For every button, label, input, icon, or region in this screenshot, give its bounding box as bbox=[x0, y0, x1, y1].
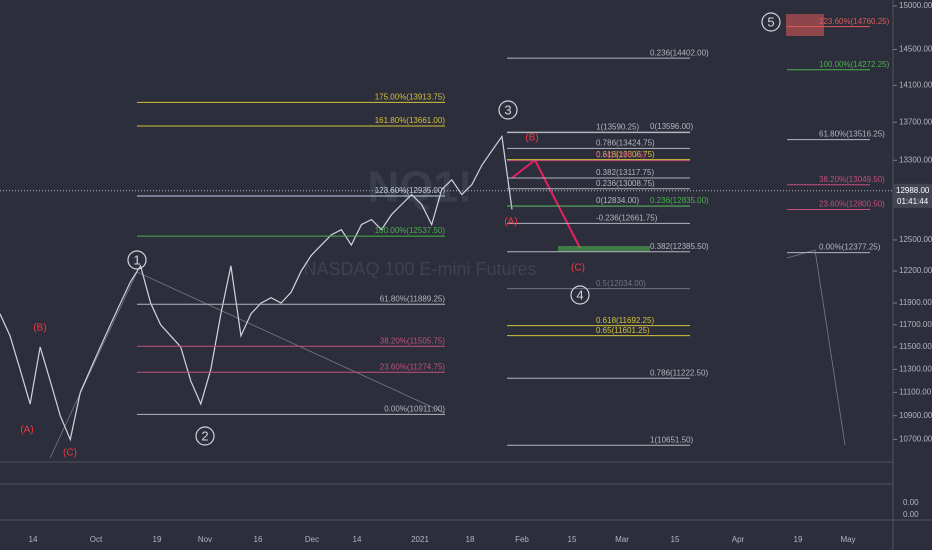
fib-label: 123.60%(14760.25) bbox=[819, 17, 890, 26]
fib-label: 61.80%(13516.25) bbox=[819, 130, 885, 139]
wave-circle bbox=[570, 285, 590, 305]
fib-label: 23.60%(12800.50) bbox=[819, 200, 885, 209]
x-tick-label: May bbox=[840, 535, 855, 544]
x-tick-label: 19 bbox=[153, 535, 162, 544]
x-tick-label: 15 bbox=[671, 535, 680, 544]
x-tick-label: 16 bbox=[254, 535, 263, 544]
wave-label: 2 bbox=[201, 428, 208, 443]
wave-label: 1 bbox=[133, 252, 140, 267]
fib-label: 0.786(11222.50) bbox=[650, 368, 708, 377]
y-tick-label: 15000.00 bbox=[899, 1, 932, 10]
fib-label: 0.5(12034.00) bbox=[596, 279, 646, 288]
watermark-subtitle: NASDAQ 100 E-mini Futures bbox=[303, 259, 536, 279]
x-tick-label: Mar bbox=[615, 535, 629, 544]
price-line bbox=[0, 134, 513, 442]
corrective-label: (B) bbox=[525, 133, 538, 144]
pane-label: 0.00 bbox=[903, 510, 919, 519]
wave-circle bbox=[195, 426, 215, 446]
y-tick-label: 12200.00 bbox=[899, 266, 932, 275]
y-tick-label: 11700.00 bbox=[899, 320, 932, 329]
y-tick-label: 10900.00 bbox=[899, 411, 932, 420]
fib-label: 61.80%(11889.25) bbox=[380, 294, 446, 303]
corrective-label: (C) bbox=[571, 263, 585, 274]
y-tick-label: 13300.00 bbox=[899, 155, 932, 164]
last-price-label: 12988.00 bbox=[896, 186, 930, 195]
fib-label: 0.65(11601.25) bbox=[596, 326, 650, 335]
y-tick-label: 14500.00 bbox=[899, 45, 932, 54]
fib-label: 38.20%(11505.75) bbox=[380, 336, 446, 345]
x-tick-label: Oct bbox=[90, 535, 103, 544]
fib-label: 38.20%(13049.50) bbox=[819, 175, 885, 184]
wave-label: 3 bbox=[504, 102, 511, 117]
target-zone bbox=[786, 14, 824, 36]
x-tick-label: Nov bbox=[198, 535, 212, 544]
fib-trend-line bbox=[786, 249, 846, 446]
x-tick-label: Apr bbox=[732, 535, 745, 544]
wave-circle bbox=[127, 250, 147, 270]
corrective-label: (A) bbox=[20, 425, 33, 436]
fib-label: 100.00%(14272.25) bbox=[819, 60, 890, 69]
fib-label: 161.80%(13661.00) bbox=[375, 116, 446, 125]
last-price-tag bbox=[893, 183, 932, 208]
fib-label: 1(10651.50) bbox=[650, 435, 693, 444]
y-tick-label: 11100.00 bbox=[899, 387, 932, 396]
fib-label: -0.236(12661.75) bbox=[596, 214, 658, 223]
wave-circle bbox=[498, 100, 518, 120]
fib-label: 0.382(13117.75) bbox=[596, 168, 654, 177]
fib-label: 0(13596.00) bbox=[650, 122, 693, 131]
x-tick-label: 18 bbox=[466, 535, 475, 544]
pane-label: 0.00 bbox=[903, 498, 919, 507]
wave-label: 5 bbox=[767, 14, 774, 29]
y-tick-label: 14100.00 bbox=[899, 80, 932, 89]
fib-label: 100.00%(12537.50) bbox=[375, 226, 446, 235]
fib-label: 0.00%(10911.00) bbox=[384, 405, 445, 414]
countdown: 01:41:44 bbox=[897, 197, 929, 206]
fib-label: 0.786(13424.75) bbox=[596, 138, 655, 147]
y-tick-label: 10700.00 bbox=[899, 435, 932, 444]
x-tick-label: 2021 bbox=[411, 535, 429, 544]
fib-label: 175.00%(13913.75) bbox=[375, 93, 446, 102]
fib-label: 0.236(13008.75) bbox=[596, 179, 655, 188]
fib-label: 23.60%(11274.75) bbox=[380, 362, 446, 371]
corrective-label: (B) bbox=[33, 323, 46, 334]
y-tick-label: 11900.00 bbox=[899, 298, 932, 307]
x-tick-label: 14 bbox=[353, 535, 362, 544]
fib-label: 0.236(14402.00) bbox=[650, 48, 709, 57]
fib-label: 0.5(13296.75) bbox=[596, 151, 646, 160]
fib-label: 0.618(11692.25) bbox=[596, 316, 654, 325]
fib-label: 0.236(12835.00) bbox=[650, 196, 709, 205]
y-tick-label: 11300.00 bbox=[899, 365, 932, 374]
y-tick-label: 12500.00 bbox=[899, 235, 932, 244]
y-tick-label: 11500.00 bbox=[899, 342, 932, 351]
wave-circle bbox=[761, 12, 781, 32]
x-tick-label: 14 bbox=[29, 535, 38, 544]
fib-label: 0(12834.00) bbox=[596, 196, 639, 205]
x-tick-label: Feb bbox=[515, 535, 529, 544]
fib-label: 123.60%(12935.00) bbox=[375, 186, 446, 195]
fib-label: 0.382(12385.50) bbox=[650, 242, 709, 251]
corrective-label: (A) bbox=[504, 217, 517, 228]
x-tick-label: Dec bbox=[305, 535, 319, 544]
x-tick-label: 15 bbox=[568, 535, 577, 544]
target-zone bbox=[558, 246, 650, 252]
y-tick-label: 13700.00 bbox=[899, 117, 932, 126]
corrective-label: (C) bbox=[63, 448, 77, 459]
x-tick-label: 19 bbox=[794, 535, 803, 544]
fib-label: 0.00%(12377.25) bbox=[819, 243, 881, 252]
fib-label: 1(13590.25) bbox=[596, 123, 639, 132]
wave-label: 4 bbox=[576, 287, 583, 302]
fib-label: 0.618(13306.75) bbox=[596, 150, 655, 159]
